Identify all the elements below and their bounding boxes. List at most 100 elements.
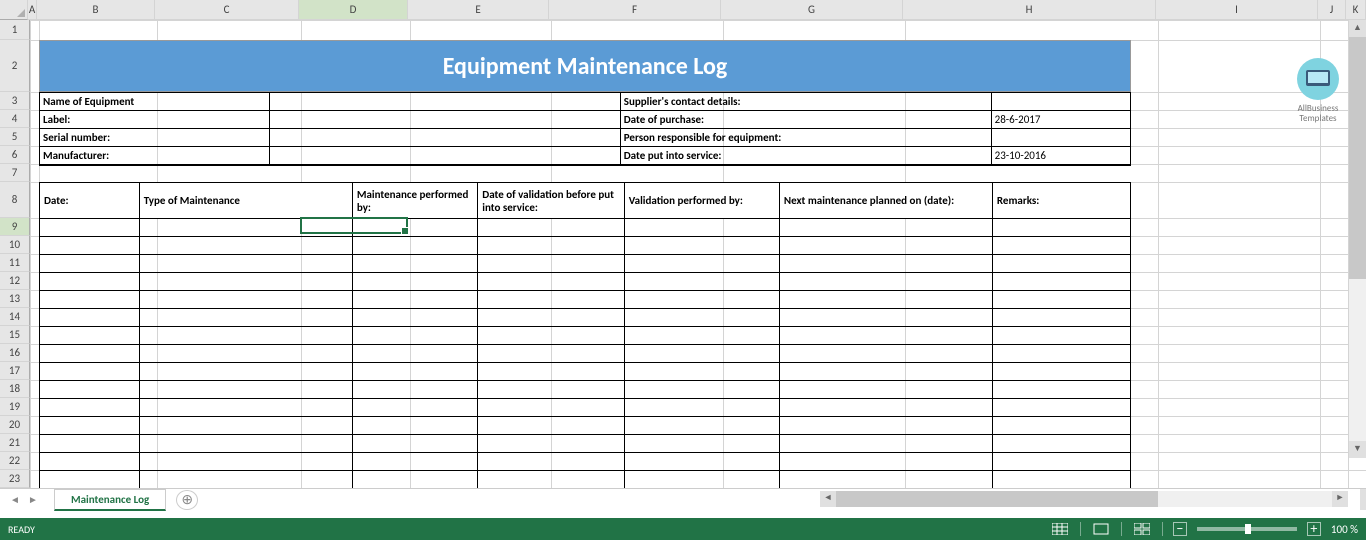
- log-cell[interactable]: [139, 345, 352, 363]
- scroll-left-arrow[interactable]: ◄: [820, 491, 836, 507]
- row-header-16[interactable]: 16: [0, 344, 30, 362]
- column-header-B[interactable]: B: [37, 0, 155, 19]
- log-cell[interactable]: [139, 291, 352, 309]
- info-right-value-3[interactable]: 23-10-2016: [991, 147, 1130, 165]
- log-cell[interactable]: [40, 453, 140, 471]
- log-cell[interactable]: [40, 471, 140, 489]
- row-header-8[interactable]: 8: [0, 182, 30, 218]
- column-header-C[interactable]: C: [155, 0, 299, 19]
- scroll-up-arrow[interactable]: ▲: [1349, 20, 1366, 37]
- log-cell[interactable]: [478, 219, 625, 237]
- log-cell[interactable]: [779, 399, 992, 417]
- log-cell[interactable]: [779, 363, 992, 381]
- log-cell[interactable]: [139, 237, 352, 255]
- log-cell[interactable]: [352, 291, 477, 309]
- hscroll-track[interactable]: [836, 491, 1332, 507]
- log-cell[interactable]: [779, 237, 992, 255]
- log-cell[interactable]: [779, 471, 992, 489]
- zoom-level[interactable]: 100 %: [1331, 523, 1358, 536]
- log-cell[interactable]: [624, 237, 779, 255]
- info-left-value-0[interactable]: [269, 93, 620, 111]
- column-header-H[interactable]: H: [903, 0, 1156, 19]
- log-cell[interactable]: [624, 435, 779, 453]
- log-cell[interactable]: [624, 453, 779, 471]
- log-cell[interactable]: [478, 345, 625, 363]
- info-left-label-0[interactable]: Name of Equipment: [40, 93, 270, 111]
- horizontal-scrollbar[interactable]: ◄ ►: [820, 491, 1348, 507]
- log-cell[interactable]: [139, 435, 352, 453]
- log-cell[interactable]: [992, 237, 1130, 255]
- log-cell[interactable]: [478, 327, 625, 345]
- log-cell[interactable]: [992, 327, 1130, 345]
- log-cell[interactable]: [478, 417, 625, 435]
- log-cell[interactable]: [624, 417, 779, 435]
- log-cell[interactable]: [40, 327, 140, 345]
- log-cell[interactable]: [992, 309, 1130, 327]
- sheet-tab-maintenance-log[interactable]: Maintenance Log: [54, 489, 166, 511]
- log-header-2[interactable]: Maintenance performed by:: [352, 183, 477, 219]
- log-cell[interactable]: [40, 219, 140, 237]
- log-cell[interactable]: [478, 309, 625, 327]
- log-cell[interactable]: [779, 417, 992, 435]
- log-cell[interactable]: [40, 417, 140, 435]
- log-cell[interactable]: [992, 291, 1130, 309]
- log-cell[interactable]: [478, 453, 625, 471]
- scroll-down-arrow[interactable]: ▼: [1349, 441, 1366, 458]
- log-cell[interactable]: [139, 363, 352, 381]
- select-all-corner[interactable]: [0, 0, 28, 20]
- log-cell[interactable]: [352, 273, 477, 291]
- log-cell[interactable]: [478, 435, 625, 453]
- row-header-23[interactable]: 23: [0, 470, 30, 488]
- log-cell[interactable]: [352, 327, 477, 345]
- column-header-D[interactable]: D: [299, 0, 408, 19]
- log-cell[interactable]: [139, 273, 352, 291]
- log-cell[interactable]: [779, 327, 992, 345]
- log-cell[interactable]: [624, 399, 779, 417]
- log-cell[interactable]: [352, 453, 477, 471]
- row-header-14[interactable]: 14: [0, 308, 30, 326]
- log-cell[interactable]: [779, 345, 992, 363]
- row-header-12[interactable]: 12: [0, 272, 30, 290]
- info-left-value-2[interactable]: [269, 129, 620, 147]
- info-left-label-1[interactable]: Label:: [40, 111, 270, 129]
- row-header-17[interactable]: 17: [0, 362, 30, 380]
- log-cell[interactable]: [624, 255, 779, 273]
- column-header-G[interactable]: G: [721, 0, 903, 19]
- log-cell[interactable]: [352, 255, 477, 273]
- log-cell[interactable]: [624, 363, 779, 381]
- log-cell[interactable]: [139, 399, 352, 417]
- log-cell[interactable]: [478, 255, 625, 273]
- log-cell[interactable]: [779, 291, 992, 309]
- add-sheet-button[interactable]: ⊕: [176, 490, 198, 510]
- page-break-view-icon[interactable]: [1132, 521, 1152, 537]
- log-header-4[interactable]: Validation performed by:: [624, 183, 779, 219]
- log-cell[interactable]: [352, 363, 477, 381]
- scroll-right-arrow[interactable]: ►: [1332, 491, 1348, 507]
- log-cell[interactable]: [624, 273, 779, 291]
- info-right-value-2[interactable]: [991, 129, 1130, 147]
- log-cell[interactable]: [352, 435, 477, 453]
- row-header-5[interactable]: 5: [0, 128, 30, 146]
- log-cell[interactable]: [40, 255, 140, 273]
- log-cell[interactable]: [624, 309, 779, 327]
- cells-area[interactable]: Equipment Maintenance Log Name of Equipm…: [30, 20, 1366, 510]
- log-cell[interactable]: [352, 417, 477, 435]
- info-right-label-2[interactable]: Person responsible for equipment:: [620, 129, 991, 147]
- log-cell[interactable]: [40, 309, 140, 327]
- row-header-15[interactable]: 15: [0, 326, 30, 344]
- info-right-value-1[interactable]: 28-6-2017: [991, 111, 1130, 129]
- title-banner[interactable]: Equipment Maintenance Log: [39, 40, 1131, 92]
- row-header-9[interactable]: 9: [0, 218, 30, 236]
- log-cell[interactable]: [40, 363, 140, 381]
- vscroll-track[interactable]: [1349, 37, 1366, 441]
- tab-nav-prev[interactable]: ◄: [8, 493, 22, 507]
- log-cell[interactable]: [352, 471, 477, 489]
- row-header-13[interactable]: 13: [0, 290, 30, 308]
- row-header-4[interactable]: 4: [0, 110, 30, 128]
- log-cell[interactable]: [779, 309, 992, 327]
- log-cell[interactable]: [992, 219, 1130, 237]
- row-header-19[interactable]: 19: [0, 398, 30, 416]
- log-cell[interactable]: [139, 219, 352, 237]
- log-cell[interactable]: [992, 417, 1130, 435]
- log-cell[interactable]: [779, 453, 992, 471]
